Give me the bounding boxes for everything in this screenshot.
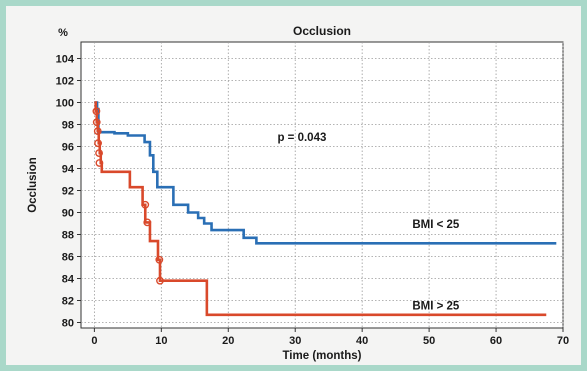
- chart-title: Occlusion: [293, 24, 351, 38]
- y-tick-label: 98: [62, 120, 74, 132]
- y-tick-label: 82: [62, 296, 74, 308]
- y-tick-label: 102: [56, 76, 74, 88]
- x-tick-label: 70: [557, 335, 569, 347]
- x-ticks: 0 10 20 30 40 50 60 70: [91, 328, 569, 347]
- censor-marker: [141, 200, 150, 209]
- y-tick-label: 96: [62, 142, 74, 154]
- censor-marker: [92, 107, 101, 116]
- censor-marker: [95, 159, 104, 167]
- censor-marker: [95, 149, 103, 158]
- x-tick-label: 10: [155, 335, 167, 347]
- figure-frame: 0 10 20 30 40 50 60 70 80 82 84 86 88 90 92 94 96 98 100 1…: [6, 6, 581, 365]
- annotation-1: p = 0.043: [277, 132, 326, 144]
- censor-marker: [155, 255, 164, 264]
- y-unit-label: %: [58, 27, 68, 39]
- censor-marker: [143, 218, 152, 227]
- series-group: [92, 101, 557, 317]
- x-tick-label: 60: [490, 335, 502, 347]
- x-tick-label: 50: [423, 335, 435, 347]
- censor-marker: [156, 276, 164, 285]
- plot-area: [80, 41, 564, 329]
- x-tick-label: 40: [356, 335, 368, 347]
- y-tick-label: 100: [56, 98, 74, 110]
- y-tick-label: 104: [56, 54, 75, 66]
- y-ticks: 80 82 84 86 88 90 92 94 96 98 100 102 104: [56, 54, 81, 330]
- annotation-2: BMI < 25: [412, 219, 460, 231]
- x-tick-label: 0: [91, 335, 97, 347]
- series-line-1: [94, 101, 557, 245]
- y-tick-label: 86: [62, 252, 74, 264]
- km-chart: 0 10 20 30 40 50 60 70 80 82 84 86 88 90 92 94 96 98 100 1…: [27, 24, 569, 362]
- censor-marker: [94, 139, 102, 148]
- y-tick-label: 80: [62, 318, 74, 330]
- annotations: p = 0.043 BMI < 25 BMI > 25: [277, 132, 459, 312]
- censor-marker: [92, 118, 101, 127]
- censor-marker: [93, 127, 102, 136]
- y-tick-label: 92: [62, 186, 74, 198]
- x-tick-label: 20: [222, 335, 234, 347]
- y-tick-label: 94: [62, 164, 75, 176]
- x-axis-label: Time (months): [282, 350, 361, 362]
- y-axis-label: Occlusion: [27, 157, 39, 213]
- y-tick-label: 88: [62, 230, 74, 242]
- annotation-3: BMI > 25: [412, 300, 460, 312]
- x-tick-label: 30: [289, 335, 301, 347]
- y-tick-label: 90: [62, 208, 74, 220]
- y-tick-label: 84: [62, 274, 75, 286]
